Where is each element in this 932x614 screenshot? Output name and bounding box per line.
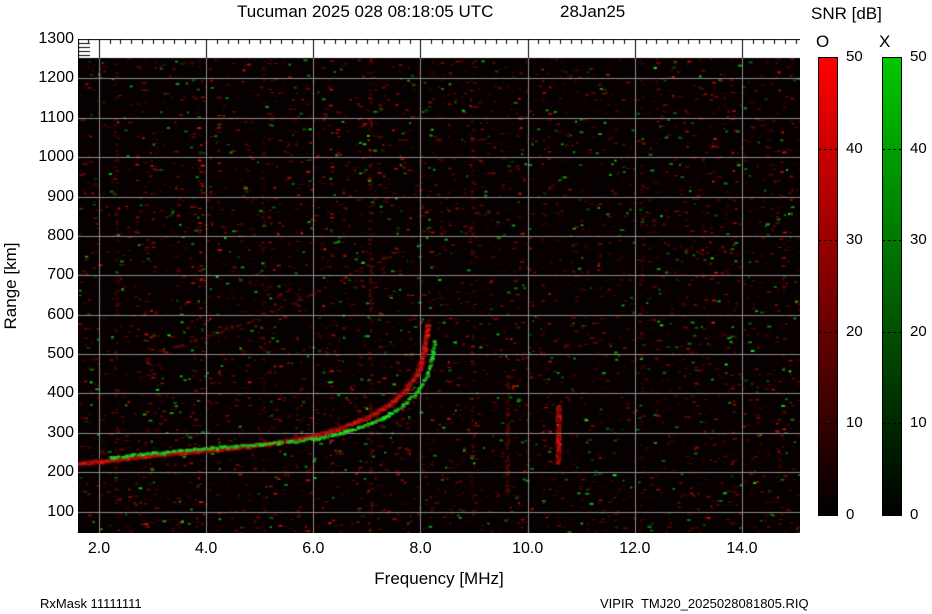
x-tick-label: 6.0 (302, 540, 325, 557)
x-tick-label: 8.0 (409, 540, 432, 557)
colorbar-o-gradient (818, 57, 838, 516)
colorbar-o-tick-label: 50 (846, 48, 863, 65)
rxmask-annotation: RxMask 11111111 (40, 596, 142, 611)
colorbar-x-tick-label: 0 (910, 506, 919, 523)
colorbar-title: SNR [dB] (811, 4, 882, 23)
colorbar-x-tick-label: 20 (910, 322, 927, 340)
y-tick-label: 800 (47, 226, 74, 244)
x-tick-label: 12.0 (619, 540, 651, 557)
colorbar-x-tick-label: 40 (910, 139, 927, 157)
colorbar-x-label: X (879, 32, 891, 51)
y-tick-label: 1000 (38, 148, 74, 166)
y-tick-label: 1300 (38, 30, 74, 47)
colorbar-x-tick-label: 50 (910, 48, 927, 65)
colorbar-o-tick-mark (818, 331, 838, 333)
y-tick-label: 700 (47, 266, 74, 284)
colorbar-x-tick-mark (882, 148, 902, 150)
colorbar-x-tick-label: 30 (910, 231, 927, 249)
date-label: 28Jan25 (560, 2, 626, 21)
y-tick-label: 1200 (38, 69, 74, 87)
colorbar-o-tick-label: 20 (846, 322, 863, 340)
file-annotation: VIPIR TMJ20_2025028081805.RIQ (600, 596, 809, 611)
colorbar-o-tick-label: 40 (846, 139, 863, 157)
colorbar-o-tick-label: 0 (846, 506, 855, 523)
colorbar-x-gradient (882, 57, 902, 516)
y-tick-label: 600 (47, 305, 74, 323)
colorbar-o-tick-mark (818, 240, 838, 242)
colorbar-x-tick-mark (882, 240, 902, 242)
colorbar-o-tick-mark (818, 148, 838, 150)
y-tick-label: 100 (47, 502, 74, 520)
colorbar-o-label: O (816, 32, 830, 51)
y-tick-label: 200 (47, 463, 74, 481)
x-tick-label: 10.0 (512, 540, 544, 557)
x-tick-label: 2.0 (87, 540, 111, 557)
colorbar-o-tick-label: 30 (846, 231, 863, 249)
ionogram-plot (78, 39, 800, 533)
plot-area (78, 39, 800, 533)
colorbar-o-tick-mark (818, 423, 838, 425)
colorbar-x-tick-mark (882, 423, 902, 425)
colorbar-x-tick-label: 10 (910, 414, 927, 432)
y-tick-label: 500 (47, 345, 74, 362)
x-tick-label: 14.0 (726, 540, 758, 557)
x-axis-title: Frequency [MHz] (374, 569, 504, 588)
colorbar-x-tick-mark (882, 331, 902, 333)
y-tick-label: 900 (47, 187, 74, 205)
y-tick-label: 400 (47, 384, 74, 402)
colorbar-o-tick-label: 10 (846, 414, 863, 432)
x-tick-label: 4.0 (195, 540, 218, 557)
y-tick-label: 300 (47, 423, 74, 441)
page-title: Tucuman 2025 028 08:18:05 UTC (237, 2, 494, 21)
y-tick-label: 1100 (39, 108, 74, 126)
